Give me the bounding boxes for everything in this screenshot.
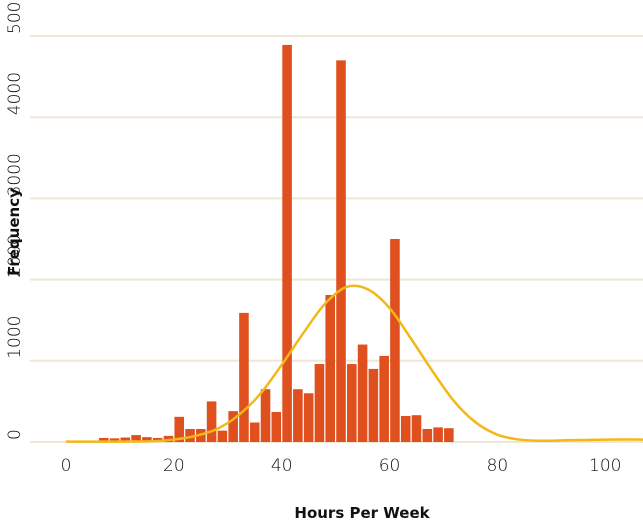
histogram-bar [400,416,411,442]
histogram-bar [325,295,336,442]
histogram-bar [249,422,260,442]
histogram-bar [260,389,271,442]
x-axis-title: Hours Per Week [294,504,430,522]
y-tick-label: 0 [5,429,25,440]
y-tick-label: 2000 [5,234,25,277]
density-curve [65,284,643,443]
y-tick-label: 4000 [5,72,25,115]
y-tick-label: 3000 [5,153,25,196]
y-axis-title: Frequency [5,188,23,276]
histogram-bar [239,312,249,442]
histogram-bar [228,411,238,442]
histogram-bar [142,437,152,442]
x-tick-label: 100 [589,456,621,476]
histogram-bar [347,364,357,442]
histogram-bar [120,437,131,442]
histogram-bar [217,430,228,442]
histogram-bar [368,368,379,442]
x-tick-label: 60 [379,456,401,476]
histogram-bar [185,429,195,442]
histogram-bar [98,437,109,442]
x-axis-ticks: 0 20 40 60 80 100 [61,456,622,476]
histogram-bar [411,415,422,442]
histogram-bar [303,393,314,442]
histogram-bar [109,438,120,442]
histogram-bar [206,401,217,442]
histogram-bar [293,389,303,442]
histogram-bar [433,427,443,442]
histogram-bar [422,429,433,442]
x-tick-label: 20 [163,456,185,476]
histogram-bar [314,364,325,442]
y-tick-label: 5000 [5,0,25,34]
histogram-bar [336,60,346,443]
histogram-bars [98,44,454,443]
histogram-bar [271,411,282,442]
histogram-bar [390,239,400,442]
x-tick-label: 40 [271,456,293,476]
histogram-bar [282,44,292,442]
y-tick-label: 1000 [5,316,25,359]
histogram-bar [379,355,389,442]
histogram-bar [357,344,368,442]
density-curve-layer [65,284,643,443]
x-tick-label: 0 [61,456,72,476]
y-axis-ticks: 0 1000 2000 3000 4000 5000 [5,0,25,440]
histogram-bar [444,428,454,442]
histogram-bar [174,416,185,442]
histogram-bar [131,435,141,442]
x-tick-label: 80 [487,456,509,476]
